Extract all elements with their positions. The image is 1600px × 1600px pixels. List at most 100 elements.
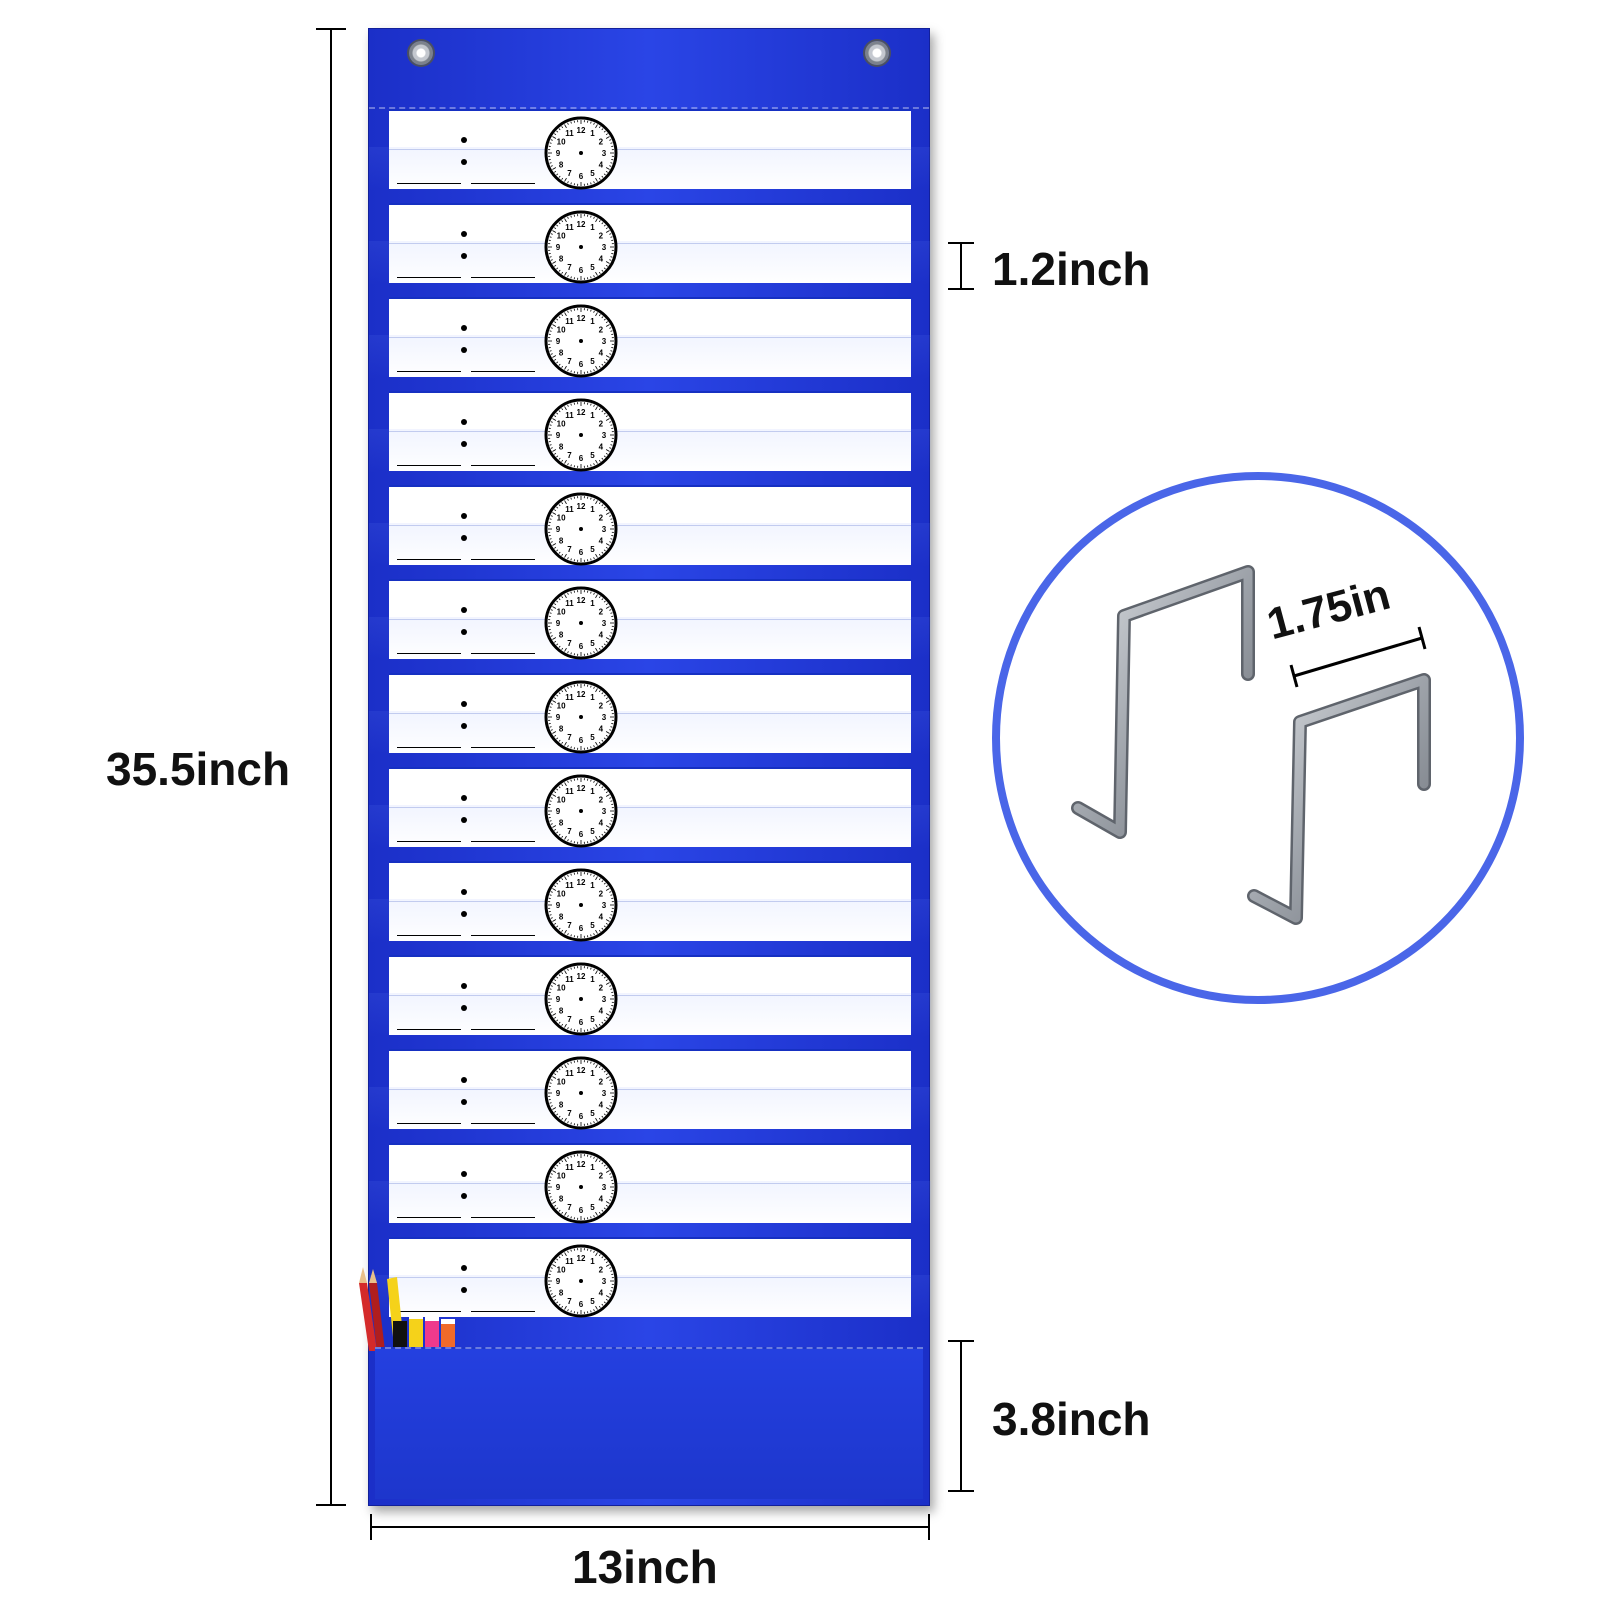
clock-tick	[567, 933, 569, 936]
clock-tick	[610, 1176, 613, 1178]
clock-tick	[556, 455, 559, 458]
clock-tick	[561, 878, 564, 881]
clock-number: 3	[602, 525, 607, 534]
clock-tick	[561, 502, 564, 505]
clock-tick	[609, 515, 612, 517]
clock-tick	[603, 1070, 606, 1073]
clock-tick	[549, 1008, 552, 1010]
clock-tick	[598, 408, 601, 411]
clock-tick	[603, 267, 606, 270]
clock-tick	[564, 1211, 567, 1216]
clock-tick	[605, 1261, 608, 1264]
clock-number: 11	[565, 317, 574, 326]
clock-tick	[564, 271, 567, 276]
time-strip: 12 1 2 3 4 5 6 7 8 9 10 11	[369, 767, 931, 849]
clock-number: 3	[602, 243, 607, 252]
clock-tick	[561, 929, 564, 932]
clock-tick	[561, 271, 564, 274]
strip-fold-line	[389, 525, 911, 526]
clock-number: 10	[557, 514, 566, 523]
clock-tick	[605, 606, 610, 609]
minute-blank-line	[471, 371, 535, 372]
clock-tick	[558, 504, 561, 507]
clock-number: 6	[579, 266, 584, 275]
clock-tick	[609, 1293, 612, 1295]
clock-tick	[561, 1023, 564, 1026]
clock-tick	[558, 1068, 561, 1071]
clock-tick	[567, 498, 569, 501]
clock-tick	[556, 882, 559, 885]
clock-tick	[598, 690, 601, 693]
clock-tick	[558, 692, 561, 695]
time-colon-dot-bottom	[461, 1193, 467, 1199]
clock-tick	[550, 985, 553, 987]
clock-tick	[549, 444, 552, 446]
clock-tick	[567, 745, 569, 748]
clock-tick	[601, 1256, 604, 1259]
clock-tick	[603, 1301, 606, 1304]
clock-tick	[610, 256, 613, 258]
clock-tick	[595, 1305, 598, 1310]
clock-tick	[609, 1199, 612, 1201]
clock-tick	[605, 794, 610, 797]
clock-number: 5	[590, 827, 595, 836]
pocket-height-label: 1.2inch	[992, 243, 1151, 295]
clock-tick	[605, 1110, 608, 1113]
clock-number: 8	[559, 631, 564, 640]
clock-tick	[567, 651, 569, 654]
clock-tick	[567, 463, 569, 466]
time-colon-dot-top	[461, 513, 467, 519]
clock-number: 11	[565, 787, 574, 796]
clock-number: 8	[559, 1101, 564, 1110]
colored-pencils-and-markers-icon	[359, 1267, 455, 1351]
clock-tick	[605, 640, 608, 643]
clock-tick	[601, 927, 604, 930]
bottom-pocket-measure-line	[960, 1340, 962, 1492]
clock-tick	[605, 167, 610, 170]
clock-tick	[552, 1107, 557, 1110]
clock-tick	[590, 464, 592, 467]
clock-tick	[610, 1270, 613, 1272]
clock-tick	[609, 541, 612, 543]
clock-number: 4	[599, 443, 604, 452]
clear-pocket-overlay	[369, 617, 931, 661]
clock-tick	[556, 506, 559, 509]
clock-tick	[603, 643, 606, 646]
clock-tick	[601, 128, 604, 131]
clock-number: 8	[559, 725, 564, 734]
strip-fold-line	[389, 901, 911, 902]
hooks-callout-circle	[992, 472, 1524, 1004]
clock-tick	[564, 1158, 567, 1163]
clock-tick	[549, 1082, 552, 1084]
clock-center-dot	[579, 527, 583, 531]
clock-tick	[554, 452, 557, 455]
clock-number: 1	[590, 129, 595, 138]
clock-tick	[564, 218, 567, 223]
clock-tick	[564, 1064, 567, 1069]
clock-number: 5	[590, 169, 595, 178]
clock-tick	[593, 1309, 595, 1312]
clock-number: 11	[565, 1069, 574, 1078]
clock-tick	[556, 549, 559, 552]
hour-blank-line	[397, 277, 461, 278]
clock-tick	[610, 1196, 613, 1198]
right-grommet-icon	[865, 41, 889, 65]
clock-tick	[549, 632, 552, 634]
width-label: 13inch	[572, 1541, 718, 1593]
time-colon-dot-bottom	[461, 159, 467, 165]
clock-tick	[603, 412, 606, 415]
clock-tick	[593, 181, 595, 184]
clock-number: 9	[556, 337, 561, 346]
clock-tick	[609, 1267, 612, 1269]
clock-tick	[601, 1162, 604, 1165]
clock-tick	[610, 706, 613, 708]
clock-number: 4	[599, 537, 604, 546]
clock-tick	[595, 835, 598, 840]
clock-tick	[570, 685, 572, 688]
clock-tick	[593, 310, 595, 313]
clock-tick	[558, 833, 561, 836]
clock-tick	[593, 216, 595, 219]
